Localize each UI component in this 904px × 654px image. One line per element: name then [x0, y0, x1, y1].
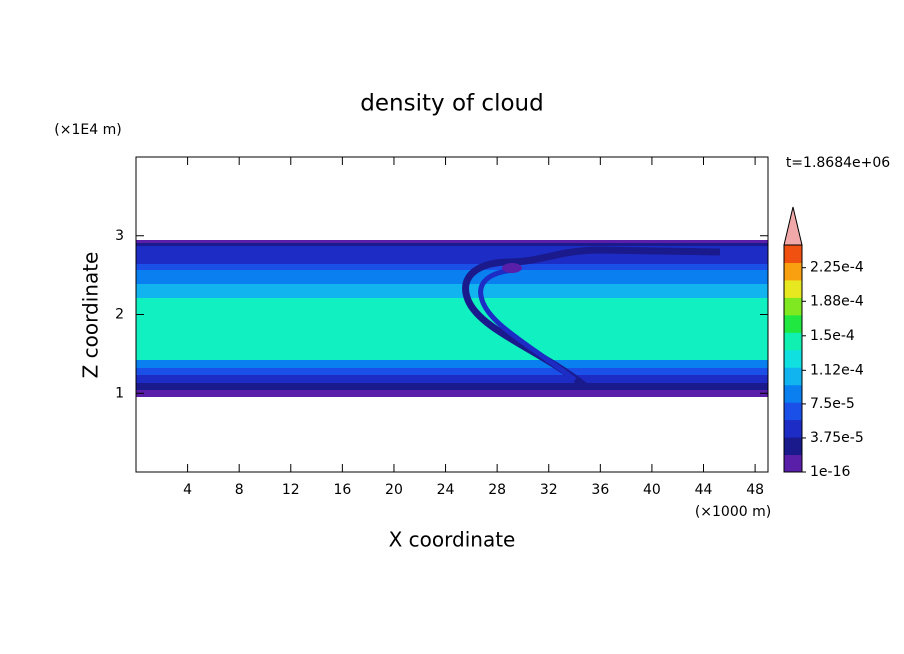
swirl-core	[502, 263, 522, 273]
colorbar-swatch	[784, 314, 802, 333]
x-tick-label: 20	[385, 482, 403, 498]
x-tick-label: 16	[333, 482, 351, 498]
colorbar-swatch	[784, 349, 802, 368]
x-tick-label: 44	[695, 482, 713, 498]
colorbar-tick-label: 1.88e-4	[810, 293, 864, 309]
x-tick-label: 32	[540, 482, 558, 498]
chart-title: density of cloud	[360, 91, 543, 117]
y-tick-label: 2	[115, 307, 124, 323]
swirl	[478, 267, 577, 382]
colorbar-swatch	[784, 454, 802, 473]
field-band	[136, 298, 768, 360]
colorbar-swatch	[784, 437, 802, 456]
x-tick-label: 4	[183, 482, 192, 498]
x-tick-label: 24	[437, 482, 455, 498]
y-tick-label: 3	[115, 228, 124, 244]
x-tick-label: 8	[235, 482, 244, 498]
cloud-field	[136, 240, 768, 397]
colorbar-swatch	[784, 367, 802, 386]
colorbar-swatch	[784, 384, 802, 403]
colorbar-swatch	[784, 332, 802, 351]
y-axis-label: Z coordinate	[79, 252, 103, 379]
colorbar-tick-label: 7.5e-5	[810, 396, 855, 412]
colorbar-tick-label: 2.25e-4	[810, 260, 864, 276]
x-tick-label: 40	[643, 482, 661, 498]
colorbar-frame	[783, 244, 803, 473]
colorbar-swatch	[784, 245, 802, 263]
colorbar-swatch	[784, 297, 802, 316]
x-tick-label: 36	[591, 482, 609, 498]
x-axis-label: X coordinate	[389, 528, 516, 552]
x-unit: (×1000 m)	[695, 504, 771, 520]
colorbar-tick-label: 3.75e-5	[810, 430, 864, 446]
colorbar-swatch	[784, 279, 802, 298]
colorbar-tick-label: 1.12e-4	[810, 362, 864, 378]
colorbar-tick-label: 1e-16	[810, 464, 850, 480]
x-tick-label: 28	[488, 482, 506, 498]
colorbar-tick-label: 1.5e-4	[810, 328, 855, 344]
colorbar-swatch	[784, 419, 802, 438]
colorbar-swatch	[784, 262, 802, 281]
time-label: t=1.8684e+06	[786, 155, 890, 171]
x-tick-label: 48	[746, 482, 764, 498]
y-tick-label: 1	[115, 385, 124, 401]
y-unit: (×1E4 m)	[54, 122, 121, 138]
x-tick-label: 12	[282, 482, 300, 498]
colorbar-swatch	[784, 402, 802, 421]
swirl	[462, 246, 721, 389]
